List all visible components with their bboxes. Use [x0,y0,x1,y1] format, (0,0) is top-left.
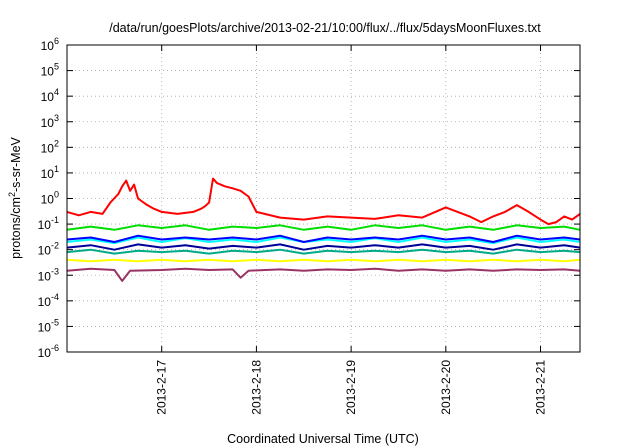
y-tick-base: 10 [41,141,55,155]
y-tick-base: 10 [41,65,55,79]
y-tick-exponent: 6 [54,36,59,46]
y-tick-exponent: 5 [54,62,59,72]
y-tick-base: 10 [41,116,55,130]
y-tick-base: 10 [38,346,52,360]
y-tick-base: 10 [38,269,52,283]
y-axis-ticks: 10610510410310210110010-110-210-310-410-… [38,36,580,360]
y-axis-label-suffix: -s-sr-MeV [9,136,23,192]
y-tick-exponent: 3 [54,113,59,123]
y-tick-exponent: -6 [51,343,59,353]
y-tick-exponent: -3 [51,266,59,276]
y-tick-label: 10-3 [38,266,59,283]
series-line-3 [66,236,581,245]
y-tick-label: 104 [41,87,59,104]
x-tick-label: 2013-2-17 [155,360,169,415]
y-tick-exponent: 1 [54,164,59,174]
x-tick-label: 2013-2-20 [439,360,453,415]
y-tick-base: 10 [41,90,55,104]
y-tick-label: 10-1 [38,215,59,232]
y-tick-exponent: 0 [54,190,59,200]
y-tick-label: 100 [41,190,59,207]
y-tick-label: 101 [41,164,59,181]
y-tick-exponent: -4 [51,292,59,302]
y-tick-label: 105 [41,62,59,79]
y-tick-base: 10 [41,193,55,207]
series-line-6 [66,248,581,255]
y-tick-base: 10 [41,167,55,181]
x-tick-label: 2013-2-21 [534,360,548,415]
y-tick-exponent: -5 [51,317,59,327]
series-line-4 [66,234,581,243]
y-tick-exponent: 4 [54,87,59,97]
y-tick-label: 106 [41,36,59,53]
series-line-5 [66,243,581,251]
y-tick-label: 103 [41,113,59,130]
y-axis-label-sup: 2 [7,192,17,197]
y-axis-label-prefix: protons/cm [9,197,23,259]
y-tick-exponent: 2 [54,138,59,148]
x-tick-label: 2013-2-18 [249,360,263,415]
grid [67,45,580,352]
x-tick-label: 2013-2-19 [344,360,358,415]
series-line-2 [66,224,581,231]
y-axis-label: protons/cm2-s-sr-MeV [7,136,23,258]
y-tick-base: 10 [38,320,52,334]
y-tick-label: 10-5 [38,317,59,334]
y-tick-exponent: -1 [51,215,59,225]
y-tick-label: 102 [41,138,59,155]
y-tick-base: 10 [38,244,52,258]
series-lines [66,177,581,282]
series-line-8 [66,267,581,282]
x-axis-label: Coordinated Universal Time (UTC) [227,432,419,446]
y-tick-label: 10-2 [38,241,59,258]
x-axis-ticks: 2013-2-17 2013-2-18 2013-2-19 2013-2-20 2013… [155,45,548,415]
y-tick-label: 10-4 [38,292,59,309]
chart-title: /data/run/goesPlots/archive/2013-02-21/1… [109,21,541,35]
y-tick-label: 10-6 [38,343,59,360]
series-line-7 [66,258,581,263]
series-line-1 [66,177,581,226]
y-tick-base: 10 [38,295,52,309]
y-tick-base: 10 [38,218,52,232]
y-tick-exponent: -2 [51,241,59,251]
y-tick-base: 10 [41,39,55,53]
